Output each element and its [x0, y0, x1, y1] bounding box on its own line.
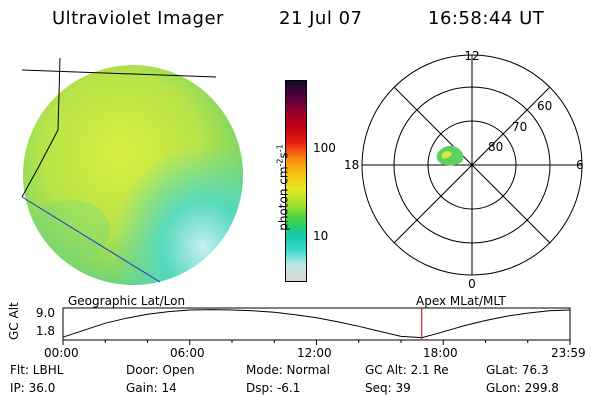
colorbar-tick-100: 100: [313, 141, 336, 155]
imager-title: Ultraviolet Imager: [52, 8, 224, 29]
polar-label-0: 0: [468, 277, 476, 291]
observation-date: 21 Jul 07: [279, 8, 363, 29]
terminator-line: [21, 196, 161, 283]
polar-label-6: 6: [576, 158, 584, 172]
polar-label-80: 80: [488, 140, 503, 154]
timeline-xtick-1200: 12:00: [297, 346, 332, 360]
latitude-line: [21, 69, 217, 78]
geographic-image: [21, 57, 243, 285]
filter-value: Flt: LBHL: [10, 363, 64, 377]
timeline-ytick-top: 9.0: [36, 306, 55, 320]
longitude-line: [21, 57, 61, 198]
observation-time: 16:58:44 UT: [428, 8, 545, 29]
timeline-ytick-bottom: 1.8: [36, 324, 55, 338]
ip-value: IP: 36.0: [10, 381, 56, 395]
sequence-value: Seq: 39: [365, 381, 411, 395]
timeline-left-title: Geographic Lat/Lon: [68, 294, 186, 308]
timeline-xtick-1800: 18:00: [423, 346, 458, 360]
geographic-latitude: GLat: 76.3: [486, 363, 549, 377]
polar-plot: 12 18 6 0 60 70 80: [344, 49, 584, 291]
timeline-right-title: Apex MLat/MLT: [416, 294, 506, 308]
polar-label-12: 12: [464, 49, 479, 63]
dsp-value: Dsp: -6.1: [246, 381, 301, 395]
polar-label-60: 60: [537, 99, 552, 113]
gc-altitude: GC Alt: 2.1 Re: [365, 363, 449, 377]
gain-value: Gain: 14: [126, 381, 177, 395]
colorbar-tick-10: 10: [313, 229, 329, 243]
colorbar: [285, 80, 307, 282]
timeline-frame: [62, 307, 571, 341]
altitude-curve: [62, 309, 570, 339]
timeline-ylabel: GC Alt: [7, 302, 21, 340]
mode-status: Mode: Normal: [246, 363, 330, 377]
door-status: Door: Open: [126, 363, 195, 377]
colorbar-unit-label: photon cm-2s-1: [275, 144, 291, 231]
timeline-xtick-2359: 23:59: [551, 346, 586, 360]
polar-label-18: 18: [344, 158, 359, 172]
timeline-xtick-0000: 00:00: [44, 346, 79, 360]
polar-label-70: 70: [512, 120, 527, 134]
geographic-longitude: GLon: 299.8: [486, 381, 559, 395]
timeline-xtick-0600: 06:00: [170, 346, 205, 360]
altitude-timeline: 9.0 1.8 GC Alt: [7, 302, 571, 345]
